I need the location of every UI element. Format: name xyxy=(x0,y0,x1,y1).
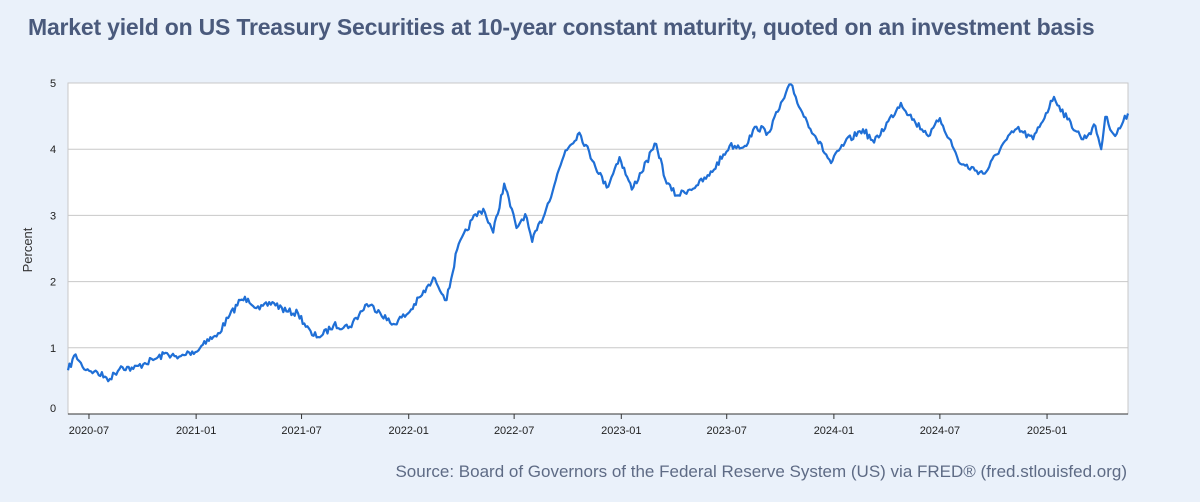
x-tick-label: 2023-07 xyxy=(707,425,747,437)
x-tick-label: 2022-01 xyxy=(389,425,429,437)
x-tick-label: 2023-01 xyxy=(601,425,641,437)
y-axis-title: Percent xyxy=(20,227,35,272)
x-tick-label: 2020-07 xyxy=(69,425,109,437)
y-tick-label: 5 xyxy=(50,78,56,90)
x-tick-label: 2021-07 xyxy=(281,425,321,437)
series-line xyxy=(66,83,1130,383)
source-credit: Source: Board of Governors of the Federa… xyxy=(395,462,1127,481)
y-tick-label: 3 xyxy=(50,210,56,222)
x-tick-label: 2024-07 xyxy=(920,425,960,437)
x-tick-label: 2021-01 xyxy=(176,425,216,437)
x-tick-label: 2024-01 xyxy=(814,425,854,437)
y-tick-label: 4 xyxy=(50,144,56,156)
y-tick-label: 1 xyxy=(50,343,56,355)
x-tick-label: 2022-07 xyxy=(494,425,534,437)
y-tick-label: 2 xyxy=(50,277,56,289)
plot-area xyxy=(68,83,1128,414)
chart-title: Market yield on US Treasury Securities a… xyxy=(28,14,1095,40)
x-tick-label: 2025-01 xyxy=(1027,425,1067,437)
y-tick-label: 0 xyxy=(50,403,56,415)
